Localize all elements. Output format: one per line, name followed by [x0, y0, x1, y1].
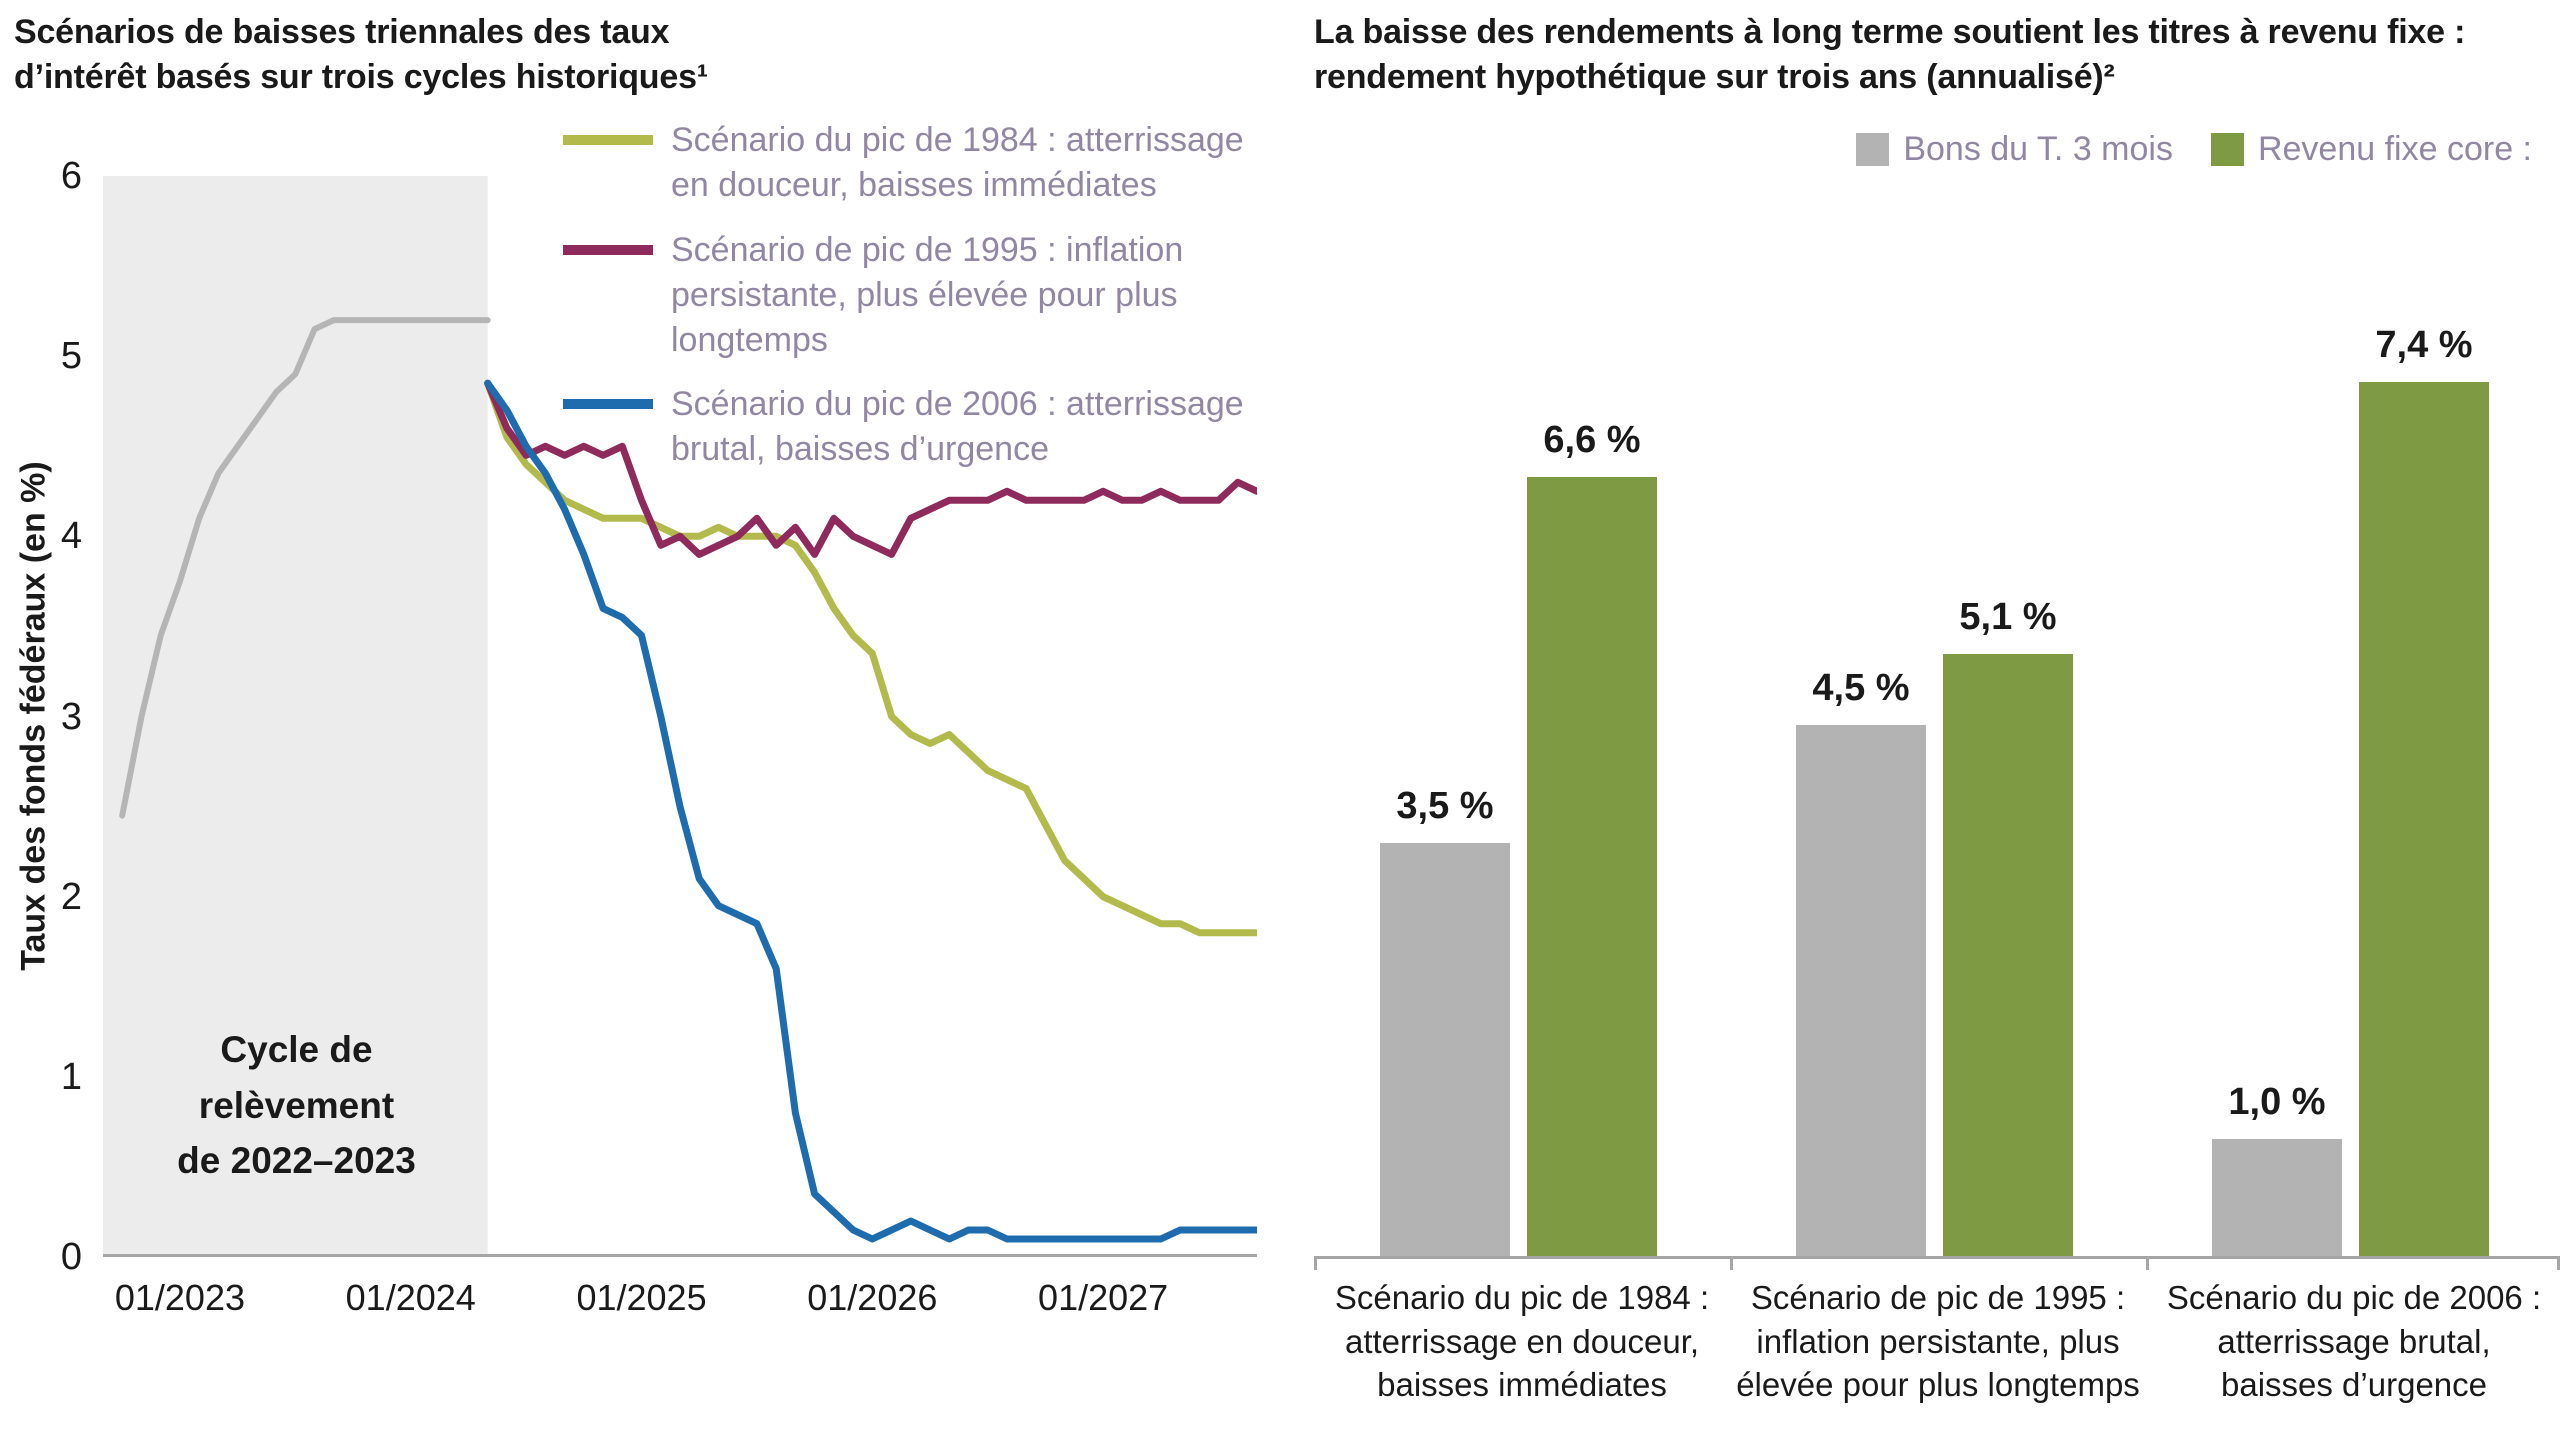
bar-core-0	[1527, 476, 1657, 1257]
y-axis-tick-labels: 0 1 2 3 4 5 6	[0, 155, 88, 1278]
bar-core-1	[1943, 654, 2073, 1257]
line-legend-swatch	[563, 244, 653, 255]
line-legend-swatch	[563, 135, 653, 145]
y-tick-label: 0	[60, 1236, 82, 1278]
line-series-pic-2006	[484, 379, 1257, 1243]
line-series-historical	[119, 317, 491, 819]
line-chart-svg	[103, 176, 1257, 1257]
bar-legend-swatch	[2210, 133, 2244, 166]
legend-item-pic-2006: Scénario du pic de 2006 : atterrissage b…	[563, 382, 1244, 472]
y-tick-label: 4	[60, 515, 82, 558]
bar-axis-tick	[2557, 1257, 2560, 1270]
bar-axis-tick	[1730, 1257, 1733, 1270]
y-tick-label: 1	[60, 1055, 82, 1098]
bar-legend-swatch	[1856, 133, 1890, 166]
legend-item-pic-1995: Scénario de pic de 1995 : inflation pers…	[563, 228, 1244, 363]
y-tick-label: 3	[60, 695, 82, 738]
hiking-cycle-shaded-region	[103, 176, 488, 1257]
legend-item-pic-1984: Scénario du pic de 1984 : atterrissage e…	[563, 118, 1244, 208]
bar-chart-title: La baisse des rendements à long terme so…	[1314, 13, 2466, 96]
bar-value-label: 4,5 %	[1812, 667, 1910, 710]
bar-core-2	[2359, 382, 2489, 1257]
bar-value-label: 3,5 %	[1396, 785, 1494, 828]
line-chart-title: Scénarios de baisses triennales des taux…	[14, 13, 708, 96]
bar-chart-legend: Bons du T. 3 mois Revenu fixe core :	[1856, 130, 2532, 169]
legend-item-tbills: Bons du T. 3 mois	[1856, 130, 2173, 169]
bar-value-label: 5,1 %	[1959, 596, 2057, 639]
line-legend-swatch	[563, 399, 653, 410]
x-tick-label: 01/2025	[576, 1277, 707, 1318]
bar-x-axis-line	[1314, 1256, 2560, 1259]
line-series-pic-1984	[484, 379, 1257, 937]
bar-axis-tick	[2146, 1257, 2149, 1270]
x-axis-tick-labels: 01/2023 01/2024 01/2025 01/2026 01/2027	[103, 1277, 1257, 1329]
bar-tbills-0	[1380, 843, 1510, 1257]
y-tick-label: 6	[60, 155, 82, 197]
legend-label: Bons du T. 3 mois	[1903, 130, 2173, 168]
bar-chart-plot: 3,5 % 4,5 % 1,0 % 6,6 % 5,1 % 7,4 % Scénario d…	[1314, 176, 2560, 1440]
bar-tbills-2	[2212, 1138, 2342, 1257]
legend-label: Scénario du pic de 2006 : atterrissage b…	[671, 385, 1244, 469]
x-tick-label: 01/2024	[345, 1277, 476, 1318]
bar-category-label: Scénario de pic de 1995 : inflation pers…	[1736, 1279, 2140, 1404]
legend-label: Scénario de pic de 1995 : inflation pers…	[671, 230, 1184, 359]
legend-item-core: Revenu fixe core :	[2210, 130, 2532, 169]
legend-label: Revenu fixe core :	[2257, 130, 2532, 168]
x-tick-label: 01/2027	[1038, 1277, 1169, 1318]
x-tick-label: 01/2026	[807, 1277, 938, 1318]
bar-value-label: 6,6 %	[1543, 418, 1641, 461]
line-chart-legend: Scénario du pic de 1984 : atterrissage e…	[563, 118, 1244, 472]
bar-category-label: Scénario du pic de 1984 : atterrissage e…	[1334, 1279, 1710, 1404]
bar-value-label: 7,4 %	[2375, 324, 2473, 367]
bar-category-label: Scénario du pic de 2006 : atterrissage b…	[2166, 1279, 2542, 1404]
y-tick-label: 5	[60, 335, 82, 378]
x-tick-label: 01/2023	[114, 1277, 245, 1318]
bar-value-label: 1,0 %	[2228, 1080, 2326, 1123]
bar-tbills-1	[1796, 725, 1926, 1257]
y-tick-label: 2	[60, 875, 82, 918]
hiking-cycle-label: Cycle de relèvement de 2022–2023	[177, 1029, 416, 1181]
line-series-pic-1995	[484, 379, 1257, 558]
legend-label: Scénario du pic de 1984 : atterrissage e…	[671, 121, 1244, 204]
bar-axis-tick	[1314, 1257, 1317, 1270]
